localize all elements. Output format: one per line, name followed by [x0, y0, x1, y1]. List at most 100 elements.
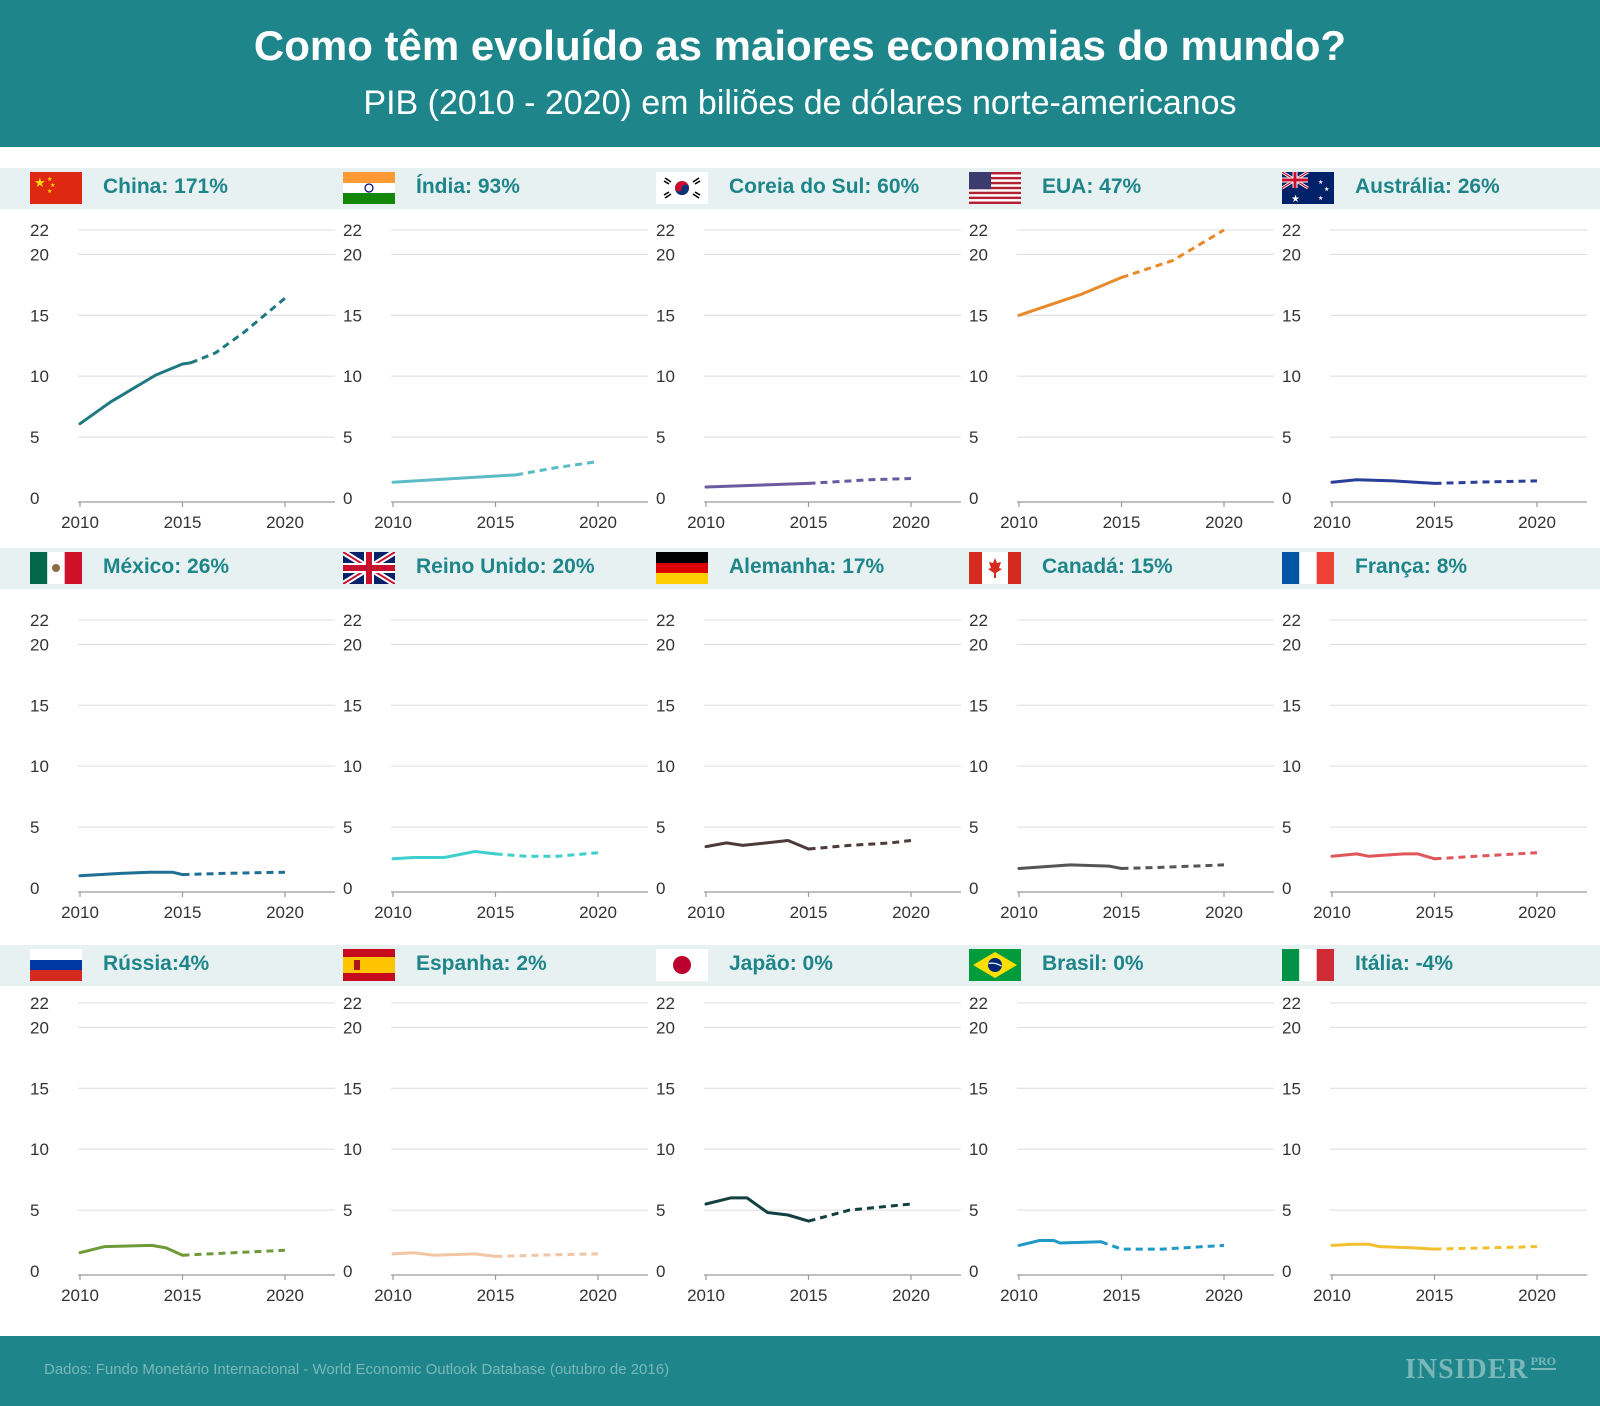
page-subtitle: PIB (2010 - 2020) em biliões de dólares … — [363, 84, 1237, 122]
y-tick-label: 10 — [343, 757, 362, 776]
y-tick-label: 15 — [343, 696, 362, 715]
y-tick-label: 10 — [30, 1140, 49, 1159]
y-tick-label: 20 — [30, 635, 49, 654]
china-flag: ★ ★ ★ ★ — [30, 172, 82, 204]
russia-flag — [30, 949, 82, 981]
x-tick-label: 2020 — [892, 1286, 930, 1305]
svg-text:★: ★ — [47, 188, 52, 195]
y-tick-label: 10 — [969, 1140, 988, 1159]
australia-flag: ★ ★ ★ ★ — [1282, 172, 1334, 204]
panel-title: França: 8% — [1355, 555, 1468, 578]
y-tick-label: 0 — [1282, 879, 1291, 898]
y-tick-label: 20 — [969, 1018, 988, 1037]
panel-title: Austrália: 26% — [1355, 175, 1500, 198]
line-chart-panel: 0 5 10 15 20 22 2010 2015 2020 — [343, 611, 648, 922]
x-tick-label: 2015 — [164, 1286, 202, 1305]
series-line-actual — [1017, 863, 1123, 870]
series-line-actual — [704, 481, 810, 489]
series-line-projected — [495, 1252, 599, 1258]
panel-title: Alemanha: 17% — [729, 555, 885, 578]
panel-title: Rússia:4% — [103, 952, 210, 975]
series-line-actual — [1330, 478, 1436, 485]
series-line-projected — [182, 870, 286, 877]
y-tick-label: 15 — [343, 306, 362, 325]
x-tick-label: 2015 — [1103, 1286, 1141, 1305]
y-tick-label: 20 — [343, 1018, 362, 1037]
y-tick-label: 20 — [343, 635, 362, 654]
series-line-actual — [391, 850, 497, 861]
svg-text:★: ★ — [50, 182, 55, 189]
series-line-actual — [704, 1196, 810, 1223]
x-tick-label: 2010 — [1313, 513, 1351, 532]
series-line-projected — [182, 1248, 286, 1257]
y-tick-label: 15 — [343, 1079, 362, 1098]
y-tick-label: 15 — [656, 306, 675, 325]
y-tick-label: 20 — [969, 245, 988, 264]
x-tick-label: 2010 — [374, 513, 412, 532]
y-tick-label: 0 — [343, 1262, 352, 1281]
line-chart-panel: 0 5 10 15 20 22 2010 2015 2020 — [1282, 994, 1587, 1305]
y-tick-label: 0 — [656, 879, 665, 898]
svg-text:★: ★ — [34, 176, 46, 191]
x-tick-label: 2020 — [579, 1286, 617, 1305]
x-tick-label: 2010 — [61, 513, 99, 532]
y-tick-label: 5 — [656, 1201, 665, 1220]
x-tick-label: 2015 — [1416, 1286, 1454, 1305]
mexico-flag — [30, 552, 82, 584]
x-tick-label: 2010 — [1000, 903, 1038, 922]
y-tick-label: 0 — [1282, 489, 1291, 508]
insider-pro-logo: INSIDER PRO — [1404, 1354, 1556, 1385]
y-tick-label: 20 — [656, 245, 675, 264]
y-tick-label: 5 — [343, 428, 352, 447]
y-tick-label: 5 — [30, 1201, 39, 1220]
y-tick-label: 0 — [969, 489, 978, 508]
x-tick-label: 2010 — [1000, 1286, 1038, 1305]
x-tick-label: 2015 — [1416, 903, 1454, 922]
x-tick-label: 2020 — [1518, 903, 1556, 922]
y-tick-label: 10 — [656, 1140, 675, 1159]
x-tick-label: 2015 — [790, 1286, 828, 1305]
y-tick-label: 15 — [656, 696, 675, 715]
x-tick-label: 2020 — [579, 513, 617, 532]
x-tick-label: 2020 — [1518, 513, 1556, 532]
y-tick-label: 15 — [656, 1079, 675, 1098]
panel-title: Índia: 93% — [416, 175, 520, 198]
line-chart-panel: 0 5 10 15 20 22 2010 2015 2020 — [656, 611, 961, 922]
y-tick-label: 5 — [969, 1201, 978, 1220]
x-tick-label: 2010 — [374, 1286, 412, 1305]
series-line-projected — [808, 1202, 912, 1223]
y-tick-label: 15 — [30, 696, 49, 715]
panel-title: Japão: 0% — [729, 952, 833, 975]
x-tick-label: 2020 — [579, 903, 617, 922]
series-line-actual — [78, 361, 193, 426]
x-tick-label: 2015 — [790, 513, 828, 532]
y-tick-label: 22 — [1282, 221, 1301, 240]
series-line-actual — [78, 1243, 184, 1257]
x-tick-label: 2015 — [790, 903, 828, 922]
x-tick-label: 2010 — [1313, 1286, 1351, 1305]
y-tick-label: 5 — [1282, 818, 1291, 837]
y-tick-label: 0 — [30, 879, 39, 898]
x-tick-label: 2015 — [477, 1286, 515, 1305]
x-tick-label: 2015 — [164, 903, 202, 922]
y-tick-label: 22 — [343, 994, 362, 1013]
y-tick-label: 5 — [656, 818, 665, 837]
y-tick-label: 5 — [343, 818, 352, 837]
x-tick-label: 2020 — [266, 513, 304, 532]
y-tick-label: 5 — [30, 428, 39, 447]
y-tick-label: 22 — [969, 611, 988, 630]
y-tick-label: 20 — [1282, 245, 1301, 264]
y-tick-label: 22 — [1282, 611, 1301, 630]
line-chart-panel: 0 5 10 15 20 22 2010 2015 2020 — [969, 221, 1274, 532]
line-chart-panel: 0 5 10 15 20 22 2010 2015 2020 — [30, 611, 335, 922]
y-tick-label: 0 — [1282, 1262, 1291, 1281]
y-tick-label: 22 — [969, 994, 988, 1013]
canada-flag — [969, 552, 1021, 584]
y-tick-label: 15 — [1282, 1079, 1301, 1098]
x-tick-label: 2010 — [687, 513, 725, 532]
y-tick-label: 22 — [30, 611, 49, 630]
y-tick-label: 20 — [1282, 635, 1301, 654]
x-tick-label: 2010 — [687, 903, 725, 922]
panel-title: Reino Unido: 20% — [416, 555, 595, 578]
